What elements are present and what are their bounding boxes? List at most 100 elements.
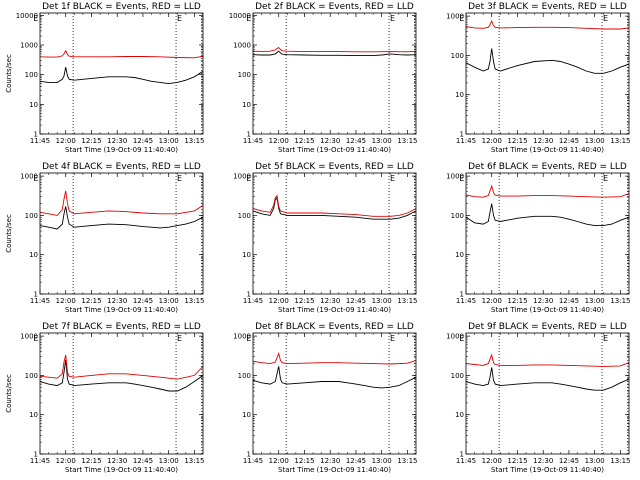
x-tick-label: 12:15: [81, 137, 101, 145]
x-tick-label: 12:45: [346, 457, 366, 465]
events-series-line: [253, 196, 416, 220]
x-tick-label: 12:15: [507, 297, 527, 305]
y-tick-label: 10: [242, 101, 251, 109]
x-tick-label: 11:45: [30, 137, 50, 145]
plot-frame: [465, 332, 630, 455]
x-tick-label: 12:00: [56, 457, 76, 465]
x-tick-label: 12:00: [56, 137, 76, 145]
x-tick-label: 13:00: [585, 137, 605, 145]
interval-marker-label: E: [603, 334, 608, 343]
y-tick-label: 10: [29, 251, 38, 259]
events-series-line: [40, 67, 203, 85]
y-tick-label: 10: [29, 101, 38, 109]
y-tick-label: 1000: [446, 333, 464, 341]
x-tick-label: 13:15: [397, 297, 417, 305]
y-tick-label: 1000: [446, 13, 464, 21]
lld-series-line: [253, 352, 416, 365]
y-tick-label: 1000: [233, 42, 251, 50]
x-axis-label: Start Time (19-Oct-09 11:40:40): [278, 146, 391, 154]
x-tick-label: 13:15: [184, 457, 204, 465]
chart-title: Det 3f BLACK = Events, RED = LLD: [468, 2, 627, 12]
chart-svg-5: Det 5f BLACK = Events, RED = LLD E E 1 10 100…: [233, 162, 417, 314]
x-tick-label: 13:15: [610, 137, 630, 145]
interval-marker-label: E: [246, 14, 251, 23]
chart-svg-6: Det 6f BLACK = Events, RED = LLD E E 1 10 100…: [446, 162, 630, 314]
x-tick-label: 12:00: [482, 297, 502, 305]
y-tick-label: 100: [238, 212, 251, 220]
chart-title: Det 1f BLACK = Events, RED = LLD: [42, 2, 201, 12]
chart-title: Det 5f BLACK = Events, RED = LLD: [255, 162, 414, 172]
y-tick-label: 1000: [20, 333, 38, 341]
x-tick-label: 13:00: [159, 297, 179, 305]
interval-marker-label: E: [246, 334, 251, 343]
detector-panel-6: Det 6f BLACK = Events, RED = LLD E E 1 10 100…: [426, 160, 639, 320]
events-series-line: [466, 203, 629, 227]
x-tick-label: 12:30: [107, 137, 127, 145]
x-tick-label: 11:45: [456, 297, 476, 305]
chart-svg-9: Det 9f BLACK = Events, RED = LLD E E 1 10 100…: [446, 322, 630, 474]
x-tick-label: 12:15: [507, 457, 527, 465]
y-tick-label: 100: [451, 372, 464, 380]
plot-frame: [252, 332, 417, 455]
y-tick-label: 1: [34, 291, 38, 299]
x-tick-label: 12:45: [346, 297, 366, 305]
interval-marker-label: E: [177, 334, 182, 343]
interval-marker-label: E: [603, 14, 608, 23]
x-tick-label: 12:00: [269, 457, 289, 465]
events-series-line: [253, 50, 416, 57]
x-tick-label: 12:45: [133, 297, 153, 305]
chart-title: Det 7f BLACK = Events, RED = LLD: [42, 322, 201, 332]
x-tick-label: 12:15: [81, 457, 101, 465]
y-tick-label: 100: [238, 372, 251, 380]
interval-marker-label: E: [177, 14, 182, 23]
interval-marker-label: E: [459, 334, 464, 343]
interval-marker-label: E: [177, 174, 182, 183]
x-tick-label: 12:15: [294, 137, 314, 145]
interval-marker-label: E: [603, 174, 608, 183]
x-tick-label: 12:45: [133, 457, 153, 465]
x-tick-label: 12:00: [482, 457, 502, 465]
y-tick-label: 10000: [229, 12, 251, 20]
detector-panel-3: Det 3f BLACK = Events, RED = LLD E E 1 10 100…: [426, 0, 639, 160]
y-tick-label: 100: [451, 52, 464, 60]
y-tick-label: 1: [247, 291, 251, 299]
y-axis-label: Counts/sec: [5, 214, 13, 253]
x-tick-label: 13:15: [184, 297, 204, 305]
x-tick-label: 13:00: [159, 457, 179, 465]
x-tick-label: 12:15: [294, 457, 314, 465]
plot-frame: [252, 12, 417, 135]
y-tick-label: 1: [460, 291, 464, 299]
x-tick-label: 12:00: [56, 297, 76, 305]
x-tick-label: 12:30: [107, 297, 127, 305]
y-axis-label: Counts/sec: [5, 54, 13, 93]
detector-panel-2: Det 2f BLACK = Events, RED = LLD E E 1 10 100…: [213, 0, 426, 160]
interval-marker-label: E: [390, 14, 395, 23]
detector-panel-7: Det 7f BLACK = Events, RED = LLD Counts/s…: [0, 320, 213, 480]
chart-svg-1: Det 1f BLACK = Events, RED = LLD Counts/s…: [5, 2, 205, 154]
y-tick-label: 1000: [20, 42, 38, 50]
x-tick-label: 13:15: [184, 137, 204, 145]
y-tick-label: 10: [455, 91, 464, 99]
events-series-line: [40, 359, 203, 392]
y-tick-label: 10000: [16, 12, 38, 20]
y-tick-label: 1000: [233, 173, 251, 181]
x-tick-label: 11:45: [243, 137, 263, 145]
x-tick-label: 13:00: [372, 297, 392, 305]
x-axis-label: Start Time (19-Oct-09 11:40:40): [65, 306, 178, 314]
events-series-line: [253, 366, 416, 389]
chart-svg-7: Det 7f BLACK = Events, RED = LLD Counts/s…: [5, 322, 205, 474]
x-tick-label: 12:45: [559, 457, 579, 465]
interval-marker-label: E: [246, 174, 251, 183]
x-tick-label: 12:45: [559, 297, 579, 305]
x-tick-label: 12:30: [320, 297, 340, 305]
x-tick-label: 11:45: [243, 297, 263, 305]
plot-frame: [465, 172, 630, 295]
detector-panel-5: Det 5f BLACK = Events, RED = LLD E E 1 10 100…: [213, 160, 426, 320]
interval-marker-label: E: [390, 334, 395, 343]
x-tick-label: 12:15: [294, 297, 314, 305]
x-tick-label: 12:15: [81, 297, 101, 305]
detector-panel-1: Det 1f BLACK = Events, RED = LLD Counts/s…: [0, 0, 213, 160]
x-axis-label: Start Time (19-Oct-09 11:40:40): [65, 466, 178, 474]
x-tick-label: 13:00: [585, 457, 605, 465]
